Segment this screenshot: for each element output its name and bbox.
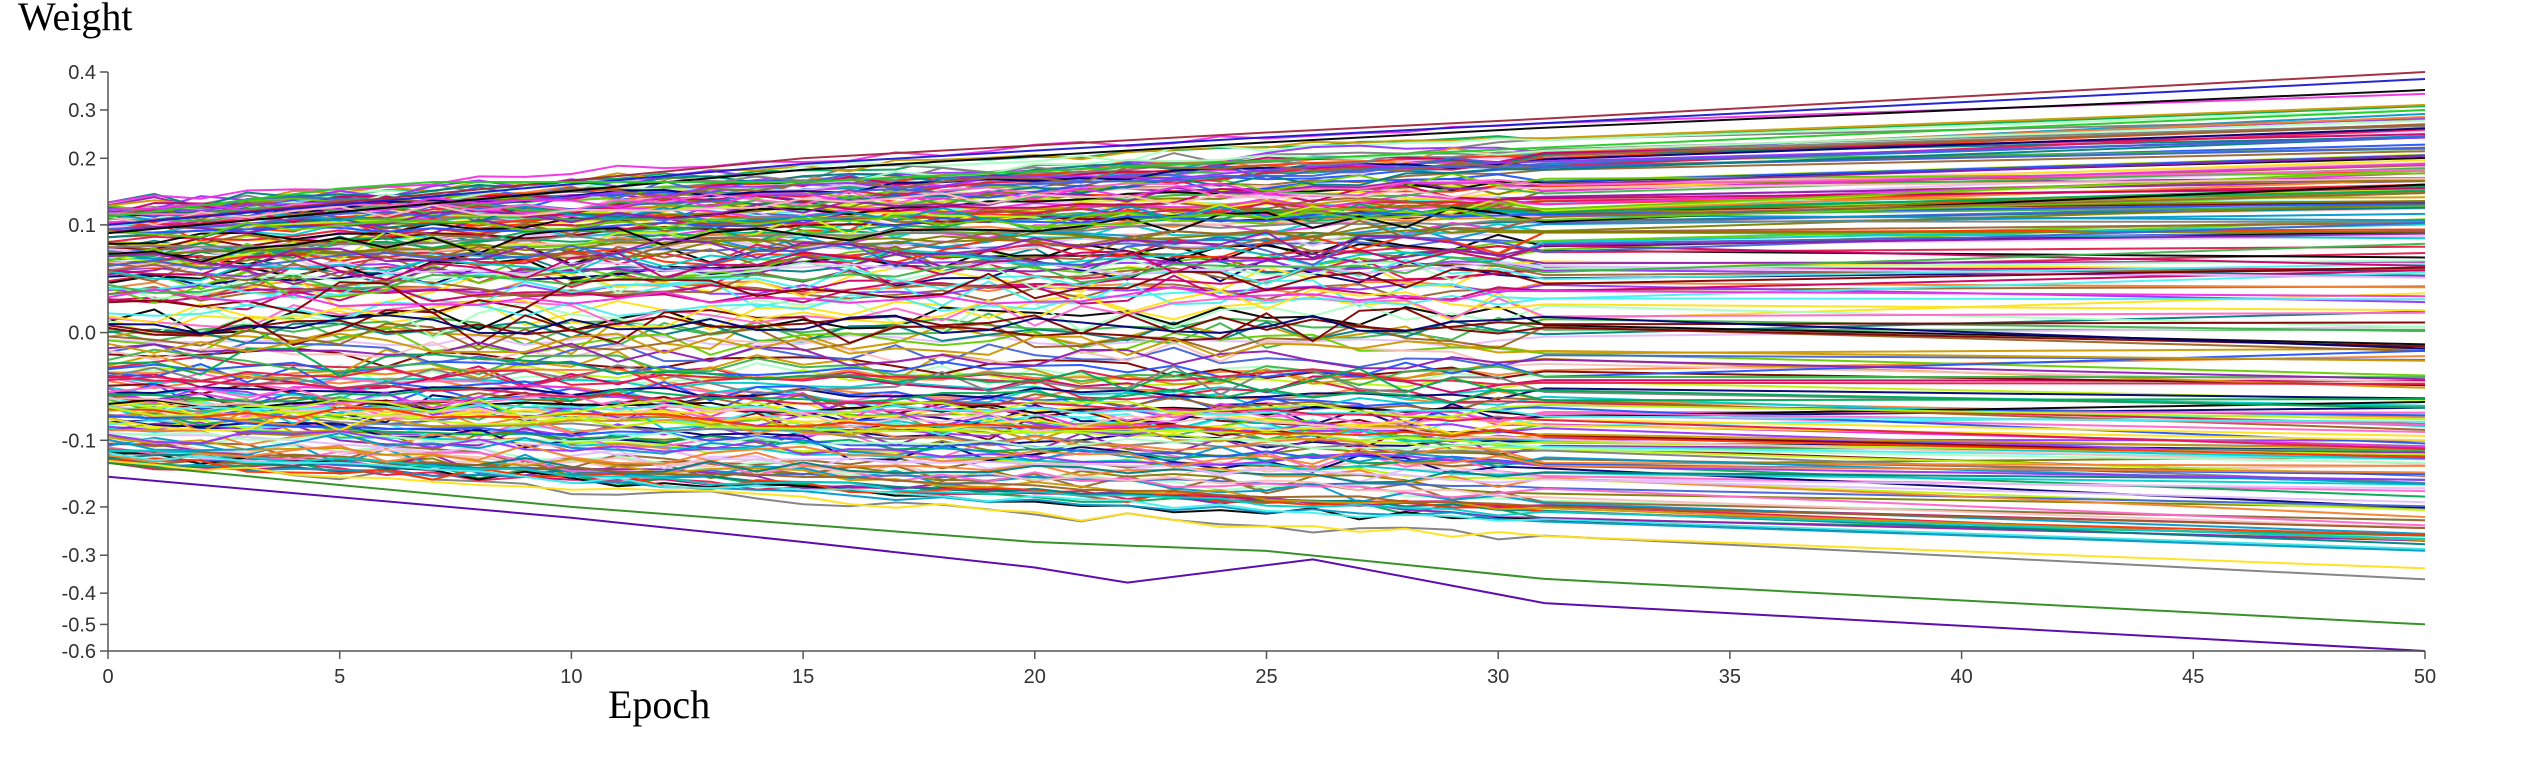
series-line: [107, 462, 2426, 626]
series-line: [107, 266, 2426, 315]
series-line: [108, 449, 2426, 540]
series-line: [107, 375, 2426, 450]
series-line: [107, 341, 2426, 369]
y-tick-label: -0.3: [62, 545, 96, 567]
series-line: [107, 415, 2426, 476]
series-line: [107, 409, 2426, 451]
series-line: [107, 285, 2426, 308]
series-line: [107, 406, 2426, 459]
y-axis-ticks: 0.4 0.3 0.2 0.1 0.0 -0.1 -0.2 -0.3 -0.4 -0.5 -0.6: [62, 62, 108, 663]
series-line: [107, 219, 2426, 249]
y-tick-label: 0.3: [68, 100, 96, 122]
y-tick-label: -0.4: [62, 583, 96, 605]
y-tick-label: -0.2: [62, 497, 96, 519]
series-line: [107, 355, 2426, 425]
series-line: [107, 223, 2426, 282]
x-tick-label: 40: [1950, 666, 1972, 688]
series-line: [107, 242, 2426, 294]
series-line: [107, 432, 2426, 485]
series-line: [107, 475, 2426, 652]
series-line: [107, 407, 2426, 456]
series-line: [107, 192, 2426, 239]
series-line: [107, 231, 2426, 269]
series-line: [107, 89, 2426, 235]
series-line: [107, 341, 2426, 381]
y-tick-label: 0.4: [68, 62, 96, 84]
series-line: [107, 221, 2426, 271]
series-line: [107, 168, 2426, 222]
series-line: [107, 432, 2426, 504]
y-tick-label: 0.1: [68, 215, 96, 237]
y-tick-label: -0.1: [62, 430, 96, 452]
series-line: [107, 313, 2426, 336]
series-line: [107, 78, 2426, 226]
series-line: [107, 310, 2426, 345]
series-line: [107, 397, 2426, 465]
series-line: [107, 169, 2426, 271]
y-axis-title: Weight: [18, 0, 133, 39]
x-tick-label: 20: [1024, 666, 1046, 688]
series-line: [107, 248, 2426, 286]
x-tick-label: 0: [102, 666, 113, 688]
series-line: [107, 325, 2426, 348]
series-layer: [107, 71, 2426, 652]
x-tick-label: 30: [1487, 666, 1509, 688]
series-line: [107, 444, 2426, 474]
series-line: [107, 461, 2426, 552]
x-tick-label: 25: [1255, 666, 1277, 688]
x-tick-label: 15: [792, 666, 814, 688]
series-line: [107, 290, 2426, 321]
series-line: [107, 459, 2426, 570]
y-tick-label: 0.0: [68, 323, 96, 345]
x-tick-label: 10: [560, 666, 582, 688]
series-line: [107, 314, 2426, 350]
series-line: [107, 109, 2426, 218]
x-axis-title: Epoch: [608, 682, 710, 727]
series-line: [107, 373, 2426, 419]
series-line: [107, 244, 2426, 281]
x-tick-label: 45: [2182, 666, 2204, 688]
y-tick-label: -0.6: [62, 641, 96, 663]
series-line: [107, 452, 2426, 550]
series-line: [107, 103, 2426, 207]
series-line: [107, 228, 2426, 270]
series-line: [107, 71, 2426, 226]
x-tick-label: 50: [2414, 666, 2436, 688]
x-tick-label: 35: [1719, 666, 1741, 688]
series-line: [107, 299, 2426, 339]
y-tick-label: -0.5: [62, 614, 96, 636]
y-tick-label: 0.2: [68, 148, 96, 170]
series-line: [107, 347, 2426, 409]
series-line: [107, 266, 2426, 304]
series-line: [107, 202, 2426, 234]
x-tick-label: 5: [334, 666, 345, 688]
series-line: [107, 332, 2426, 362]
series-line: [107, 398, 2426, 421]
series-line: [107, 269, 2426, 311]
x-axis-ticks: 0 5 10 15 20 25 30 35 40 45 50: [102, 651, 2436, 688]
series-line: [107, 183, 2426, 264]
